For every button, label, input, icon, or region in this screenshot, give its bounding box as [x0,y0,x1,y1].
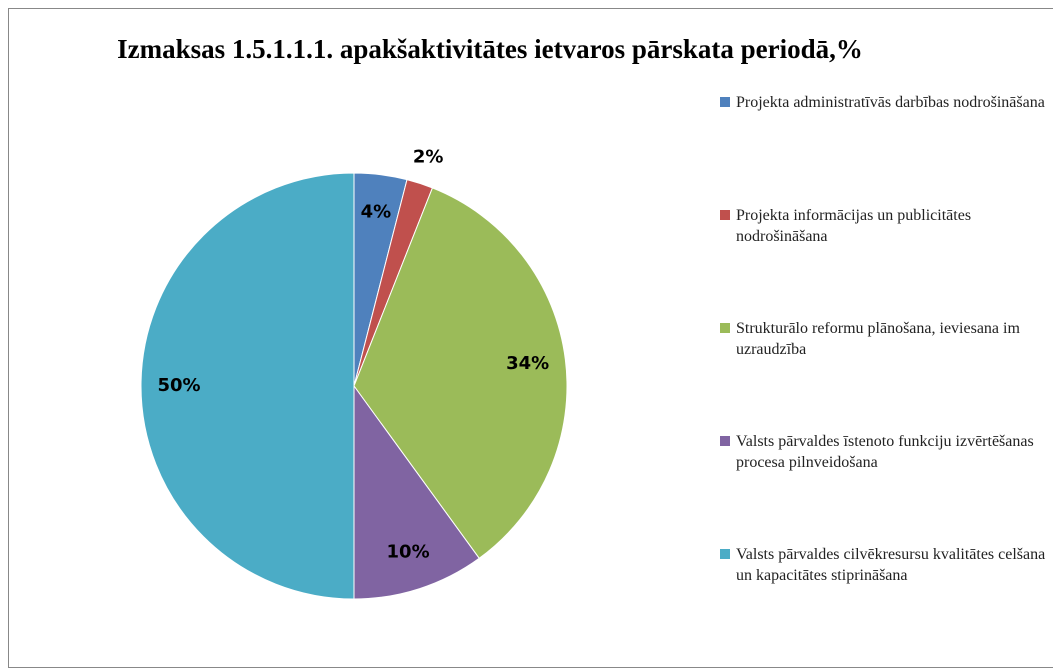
pie-slice [140,172,355,600]
chart: 4% 2% 34% 10% 50% [140,147,568,600]
chart-title: Izmaksas 1.5.1.1.1. apakšaktivitātes iet… [117,34,863,64]
legend-swatch [720,436,730,446]
pie-slice [353,187,568,560]
legend-label: Projekta administratīvās darbības nodroš… [736,94,1045,111]
legend-label: Valsts pārvaldes īstenoto funkciju izvēr… [736,433,1034,471]
legend-swatch [720,323,730,333]
legend-label: Valsts pārvaldes cilvēkresursu kvalitāte… [736,546,1046,584]
page: 4% 2% 34% 10% 50% Izmaksas 1.5.1.1.1. apakša… [8,8,1053,668]
data-label: 34% [506,353,549,374]
legend-swatch [720,210,730,220]
legend-swatch [720,549,730,559]
data-label: 50% [157,375,200,396]
legend-label: Projekta informācijas un publicitātes no… [736,207,972,245]
data-label: 2% [413,147,444,168]
legend-label: Strukturālo reformu plānošana, ieviesana… [736,320,1020,358]
data-label: 10% [387,541,430,562]
data-label: 4% [361,201,392,222]
legend-swatch [720,97,730,107]
pie-slice [353,384,480,600]
